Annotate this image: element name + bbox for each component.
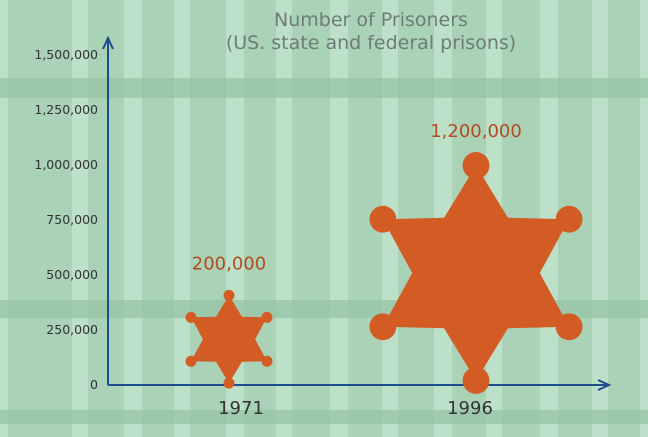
y-tick-label: 500,000 [46, 267, 98, 282]
prison-bar-vertical [174, 0, 190, 437]
star-point-knob [223, 289, 235, 301]
star-point-knob [555, 313, 583, 341]
sheriff-star-icon [185, 289, 273, 389]
star-point-knob [555, 205, 583, 233]
prison-bar-vertical [276, 0, 292, 437]
x-axis-arrowhead [597, 379, 612, 391]
y-tick-label: 0 [90, 377, 98, 392]
data-label: 200,000 [192, 254, 266, 275]
prison-bar-vertical [0, 0, 8, 437]
star-point-knob [369, 205, 397, 233]
x-tick-label: 1996 [447, 398, 493, 419]
chart-axes [102, 35, 612, 391]
sheriff-star-icon [369, 152, 583, 394]
prison-bar-vertical [592, 0, 608, 437]
chart-title: Number of Prisoners [274, 9, 468, 31]
star-point-knob [261, 355, 273, 367]
chart-subtitle: (US. state and federal prisons) [225, 32, 517, 54]
star-mark [382, 165, 570, 381]
y-axis-arrowhead [102, 35, 114, 50]
prison-bar-vertical [330, 0, 348, 437]
star-point-knob [185, 311, 197, 323]
prison-bar-vertical [124, 0, 142, 437]
star-point-knob [185, 355, 197, 367]
y-axis-ticks: 0 250,000 500,000 750,000 1,000,000 1,250,000… [34, 47, 98, 392]
prison-bar-horizontal [0, 410, 648, 424]
star-point-knob [223, 377, 235, 389]
star-point-knob [261, 311, 273, 323]
prison-bar-vertical [72, 0, 88, 437]
data-marks: 200,000 1971 1,200,000 1996 [185, 121, 583, 419]
x-tick-label: 1971 [218, 398, 264, 419]
data-label: 1,200,000 [430, 121, 522, 142]
y-tick-label: 250,000 [46, 322, 98, 337]
prison-bar-vertical [640, 0, 648, 437]
star-point-knob [369, 313, 397, 341]
star-mark [191, 295, 267, 384]
y-tick-label: 1,250,000 [34, 102, 98, 117]
star-point-knob [462, 367, 490, 394]
y-tick-label: 750,000 [46, 212, 98, 227]
prison-bar-horizontal [0, 78, 648, 98]
y-tick-label: 1,500,000 [34, 47, 98, 62]
prison-bar-vertical [540, 0, 558, 437]
star-point-knob [462, 152, 490, 179]
y-tick-label: 1,000,000 [34, 157, 98, 172]
